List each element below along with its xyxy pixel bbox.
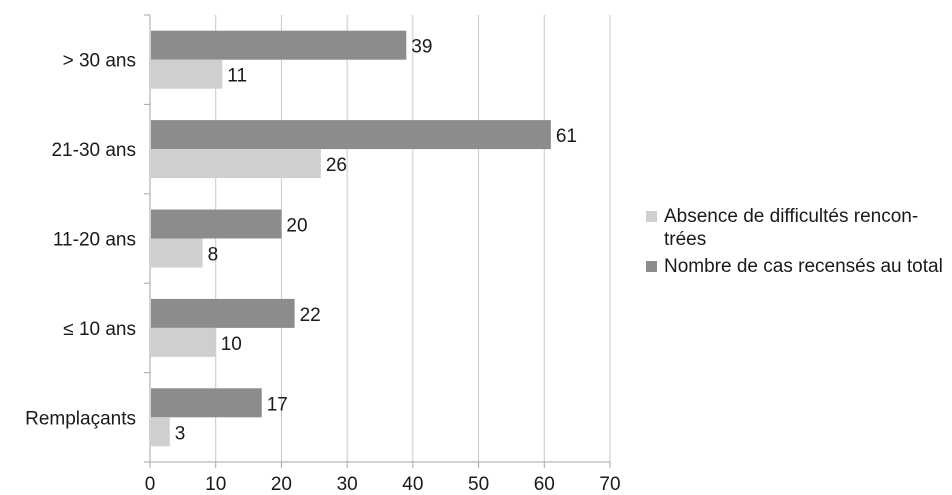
bar [151,298,295,328]
data-label: 17 [267,394,288,415]
x-tick-label: 60 [534,474,555,495]
bar [151,388,262,418]
axes [144,14,611,468]
bar [151,120,551,150]
data-label: 39 [411,37,432,58]
legend: Absence de difficultés rencon-trées Nomb… [646,205,946,282]
data-label: 22 [300,305,321,326]
legend-swatch-light [646,211,657,222]
x-tick-label: 10 [205,474,226,495]
x-tick-label: 70 [599,474,620,495]
legend-item-total: Nombre de cas recensés au total [646,255,946,278]
legend-label-absence: Absence de difficultés rencon-trées [664,206,919,250]
legend-label-total: Nombre de cas recensés au total [664,256,943,277]
data-label: 10 [221,334,242,355]
data-label: 8 [208,245,219,266]
bar [151,238,203,268]
bars [151,30,551,447]
bar [151,327,216,357]
bar [151,30,407,60]
x-tick-label: 30 [337,474,358,495]
labels: 0 10 20 30 40 50 60 70 > 30 ans 39 11 21-30 ans 61 26… [25,37,620,495]
data-label: 26 [326,155,347,176]
x-tick-label: 0 [145,474,156,495]
category-label: ≤ 10 ans [63,319,136,340]
bar [151,209,282,239]
data-label: 3 [175,423,186,444]
x-tick-label: 40 [402,474,423,495]
data-label: 61 [556,126,577,147]
data-label: 20 [286,216,307,237]
category-label: Remplaçants [25,408,136,429]
bar [151,149,321,179]
category-label: 11-20 ans [53,230,136,251]
legend-item-absence: Absence de difficultés rencon-trées [646,205,946,251]
bar [151,417,170,447]
category-label: 21-30 ans [51,140,136,161]
bar [151,59,223,89]
category-label: > 30 ans [63,51,136,72]
x-tick-label: 20 [271,474,292,495]
legend-swatch-dark [646,261,657,272]
bar-chart: 0 10 20 30 40 50 60 70 > 30 ans 39 11 21-30 ans 61 26… [25,14,621,495]
grid-lines [215,15,611,462]
data-label: 11 [227,66,247,87]
x-tick-label: 50 [468,474,489,495]
